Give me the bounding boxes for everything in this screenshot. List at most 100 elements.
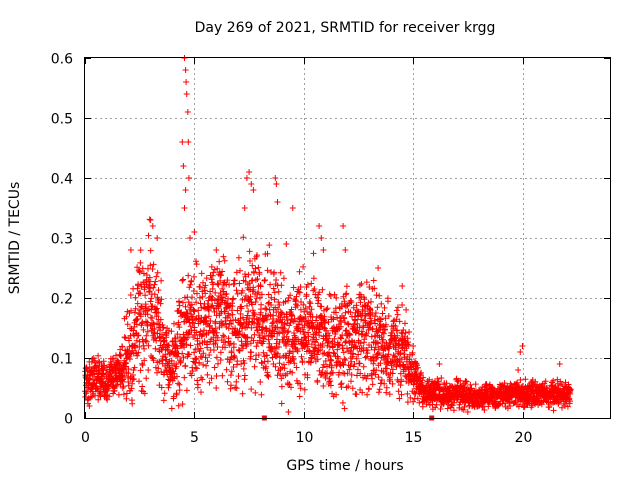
data-point bbox=[246, 169, 253, 175]
data-point bbox=[399, 302, 406, 308]
data-point bbox=[150, 261, 157, 268]
data-point bbox=[406, 329, 413, 335]
data-point bbox=[296, 393, 303, 400]
data-point bbox=[221, 308, 228, 315]
data-point bbox=[273, 277, 280, 283]
data-point bbox=[219, 268, 226, 275]
data-point bbox=[393, 338, 400, 345]
data-point bbox=[285, 328, 292, 335]
data-point bbox=[308, 341, 315, 348]
data-point bbox=[230, 364, 237, 370]
data-point bbox=[123, 390, 130, 397]
data-point bbox=[150, 357, 157, 364]
data-point bbox=[464, 409, 471, 415]
data-point bbox=[222, 344, 228, 351]
data-point bbox=[416, 399, 423, 406]
data-point bbox=[202, 354, 209, 361]
data-point bbox=[174, 373, 180, 380]
data-point bbox=[145, 367, 152, 373]
data-point bbox=[327, 292, 334, 299]
data-point bbox=[364, 347, 371, 354]
data-point bbox=[205, 297, 212, 304]
data-point bbox=[374, 304, 381, 311]
data-point bbox=[175, 380, 182, 387]
data-point bbox=[262, 277, 268, 283]
data-point bbox=[325, 330, 331, 337]
data-point bbox=[191, 324, 198, 331]
data-point bbox=[215, 360, 221, 367]
data-point bbox=[304, 343, 311, 350]
data-point bbox=[300, 263, 307, 270]
data-point bbox=[284, 370, 291, 377]
data-point bbox=[269, 320, 276, 327]
data-point bbox=[275, 299, 282, 305]
data-point bbox=[287, 319, 294, 326]
data-point bbox=[418, 369, 425, 376]
data-point bbox=[318, 303, 325, 310]
data-point bbox=[147, 298, 154, 305]
data-point bbox=[344, 320, 351, 327]
data-point bbox=[301, 386, 308, 393]
data-point bbox=[274, 372, 281, 379]
data-point bbox=[106, 393, 113, 400]
data-point bbox=[189, 319, 196, 326]
data-point bbox=[134, 285, 141, 292]
data-point bbox=[171, 370, 178, 377]
data-point bbox=[158, 384, 165, 391]
data-point bbox=[248, 386, 255, 393]
data-point bbox=[376, 386, 383, 393]
data-point bbox=[276, 354, 283, 361]
data-point bbox=[276, 302, 283, 308]
data-point bbox=[198, 389, 204, 396]
data-point bbox=[202, 314, 209, 321]
data-point bbox=[189, 313, 196, 320]
data-point bbox=[213, 354, 220, 361]
data-point bbox=[115, 359, 122, 366]
data-point bbox=[271, 269, 278, 276]
data-point bbox=[125, 366, 132, 372]
data-point bbox=[515, 403, 522, 410]
data-point bbox=[187, 342, 194, 349]
data-point bbox=[159, 331, 165, 338]
x-tick-label: 20 bbox=[515, 430, 533, 446]
data-point bbox=[378, 380, 384, 387]
data-point bbox=[149, 315, 156, 321]
data-point bbox=[157, 316, 164, 323]
data-point bbox=[375, 265, 382, 271]
data-point bbox=[136, 269, 143, 276]
data-point bbox=[315, 297, 322, 304]
data-point bbox=[255, 289, 262, 296]
data-point bbox=[197, 284, 204, 290]
data-point bbox=[235, 254, 242, 261]
data-point bbox=[288, 306, 295, 313]
data-point bbox=[266, 242, 273, 249]
data-point bbox=[247, 258, 253, 264]
data-point bbox=[259, 324, 266, 331]
data-point bbox=[236, 347, 243, 354]
data-point bbox=[257, 294, 263, 301]
data-point bbox=[327, 356, 334, 363]
data-point bbox=[354, 366, 361, 373]
y-tick-label: 0.4 bbox=[51, 172, 73, 188]
data-point bbox=[136, 343, 143, 350]
data-point bbox=[242, 278, 249, 285]
data-point bbox=[261, 277, 268, 284]
data-point bbox=[191, 349, 198, 356]
x-tick-label: 15 bbox=[405, 430, 423, 446]
data-point bbox=[293, 364, 300, 371]
data-point bbox=[460, 406, 467, 413]
data-point bbox=[183, 387, 190, 394]
y-tick-label: 0 bbox=[64, 412, 73, 428]
data-point bbox=[192, 364, 199, 371]
data-point bbox=[334, 346, 341, 353]
data-point bbox=[229, 303, 236, 310]
data-point bbox=[373, 339, 380, 346]
data-point bbox=[285, 297, 291, 304]
data-point bbox=[95, 352, 102, 359]
data-point bbox=[346, 366, 353, 373]
data-point bbox=[173, 391, 180, 398]
data-point bbox=[405, 341, 412, 348]
data-point bbox=[517, 377, 524, 383]
data-point bbox=[193, 365, 200, 372]
data-point bbox=[212, 325, 219, 332]
